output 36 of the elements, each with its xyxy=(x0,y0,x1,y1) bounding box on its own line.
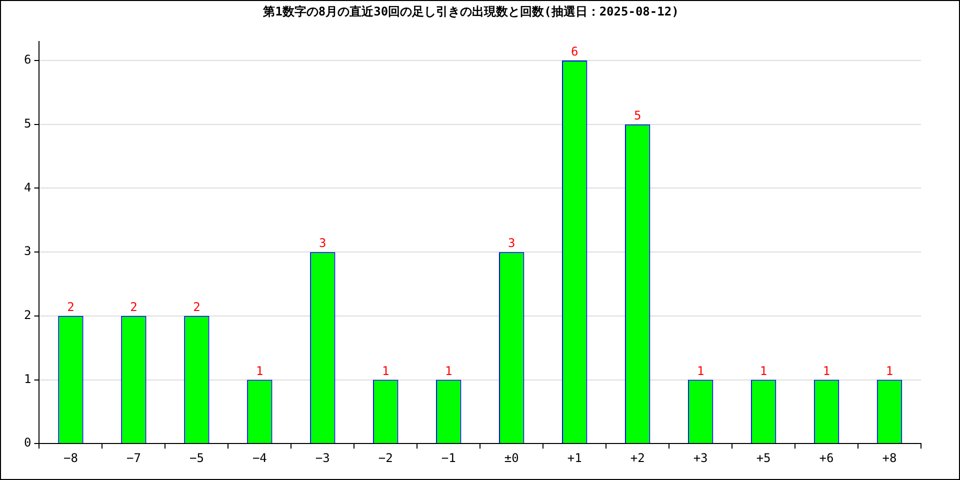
y-tick-label: 3 xyxy=(24,244,32,258)
y-tick-label: 5 xyxy=(24,116,32,131)
data-label: 1 xyxy=(822,364,830,378)
x-tick-label: −8 xyxy=(63,450,78,465)
x-tick-label: +2 xyxy=(630,450,645,465)
data-label: 1 xyxy=(760,364,768,378)
data-label: 1 xyxy=(382,364,390,378)
data-label: 1 xyxy=(696,364,704,378)
x-tick-label: −1 xyxy=(441,450,456,465)
data-label: 1 xyxy=(886,364,894,378)
data-label: 1 xyxy=(256,364,264,378)
data-label: 3 xyxy=(508,236,516,250)
data-label: 2 xyxy=(130,300,138,314)
data-label: 3 xyxy=(319,236,326,250)
x-tick-label: +5 xyxy=(756,450,771,465)
data-label: 2 xyxy=(67,300,74,314)
x-tick-label: +8 xyxy=(882,450,897,465)
x-tick-label: +3 xyxy=(693,450,708,465)
x-tick-label: +1 xyxy=(567,450,582,465)
x-tick-label: −3 xyxy=(315,450,330,465)
x-tick-label: −7 xyxy=(126,450,141,465)
x-tick-label: −2 xyxy=(378,450,393,465)
data-label: 1 xyxy=(445,364,452,378)
y-tick-label: 0 xyxy=(24,436,32,450)
x-tick-label: +6 xyxy=(819,450,834,465)
x-tick-label: −4 xyxy=(252,450,267,465)
y-tick-label: 2 xyxy=(24,308,32,322)
x-tick-label: ±0 xyxy=(504,450,519,465)
data-label: 5 xyxy=(634,108,642,123)
y-tick-label: 6 xyxy=(24,52,32,67)
data-label: 6 xyxy=(570,44,578,59)
chart-title: 第1数字の8月の直近30回の足し引きの出現数と回数(抽選日：2025-08-12) xyxy=(262,4,679,18)
data-label: 2 xyxy=(193,300,200,314)
x-tick-label: −5 xyxy=(189,450,204,465)
y-tick-label: 4 xyxy=(24,180,32,194)
y-tick-label: 1 xyxy=(24,372,32,386)
